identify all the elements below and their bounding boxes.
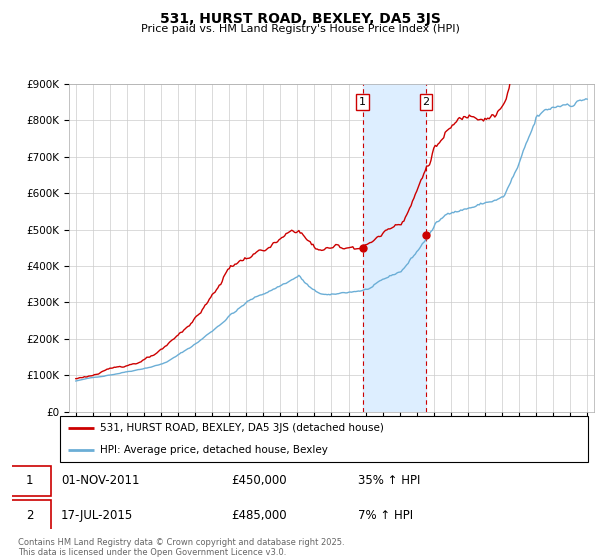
Text: 17-JUL-2015: 17-JUL-2015 [61,508,133,521]
Text: 2: 2 [422,97,430,107]
FancyBboxPatch shape [9,500,50,530]
Text: Price paid vs. HM Land Registry's House Price Index (HPI): Price paid vs. HM Land Registry's House … [140,24,460,34]
Bar [362,84,426,412]
Text: 1: 1 [26,474,34,487]
Text: HPI: Average price, detached house, Bexley: HPI: Average price, detached house, Bexl… [100,445,328,455]
Text: £485,000: £485,000 [231,508,287,521]
Text: 1: 1 [359,97,366,107]
Text: Contains HM Land Registry data © Crown copyright and database right 2025.
This d: Contains HM Land Registry data © Crown c… [18,538,344,557]
Text: £450,000: £450,000 [231,474,287,487]
FancyBboxPatch shape [9,466,50,496]
Text: 01-NOV-2011: 01-NOV-2011 [61,474,139,487]
Text: 2: 2 [26,508,34,521]
Text: 35% ↑ HPI: 35% ↑ HPI [358,474,420,487]
Text: 531, HURST ROAD, BEXLEY, DA5 3JS: 531, HURST ROAD, BEXLEY, DA5 3JS [160,12,440,26]
Text: 531, HURST ROAD, BEXLEY, DA5 3JS (detached house): 531, HURST ROAD, BEXLEY, DA5 3JS (detach… [100,423,383,433]
Text: 7% ↑ HPI: 7% ↑ HPI [358,508,413,521]
